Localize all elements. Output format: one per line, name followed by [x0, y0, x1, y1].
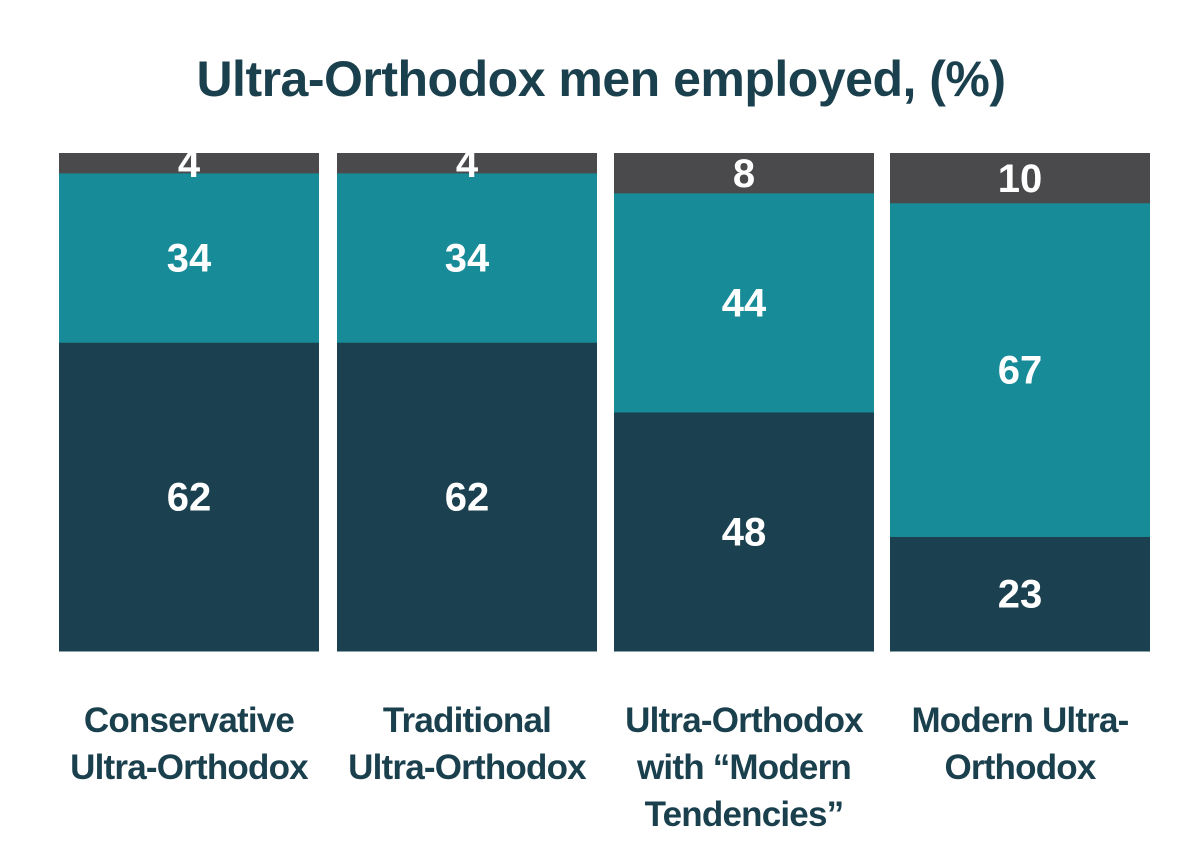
bar-lower-segment-2	[337, 342, 597, 652]
category-label-1: Conservative Ultra-Orthodox	[39, 697, 339, 791]
data-label-lower-segment-3: 48	[722, 510, 767, 554]
data-label-middle-segment-2: 34	[445, 237, 490, 281]
data-label-top-segment-3: 8	[733, 152, 755, 196]
data-label-top-segment-1: 4	[178, 142, 201, 186]
data-label-middle-segment-1: 34	[167, 237, 212, 281]
category-label-line: Traditional	[382, 701, 552, 740]
category-label-line: Modern Ultra-	[911, 701, 1129, 740]
bar-middle-segment-1	[59, 172, 319, 343]
category-label-line: Ultra-Orthodox	[348, 748, 586, 787]
category-label-line: with “Modern	[637, 748, 852, 787]
category-label-line: Conservative	[83, 701, 295, 740]
data-label-top-segment-4: 10	[998, 157, 1043, 201]
data-label-middle-segment-4: 67	[998, 349, 1043, 393]
data-label-middle-segment-3: 44	[722, 281, 767, 325]
bar-lower-segment-3	[614, 411, 874, 652]
category-label-3: Ultra-Orthodox with “Modern Tendencies”	[594, 697, 894, 838]
bar-middle-segment-4	[890, 202, 1150, 537]
category-label-line: Tendencies”	[644, 795, 844, 834]
category-label-line: Ultra-Orthodox	[625, 701, 863, 740]
category-label-2: Traditional Ultra-Orthodox	[317, 697, 617, 791]
bar-lower-segment-4	[890, 536, 1150, 652]
bar-top-segment-2	[337, 153, 597, 174]
category-label-line: Orthodox	[944, 748, 1096, 787]
data-label-lower-segment-2: 62	[445, 476, 490, 520]
bar-top-segment-3	[614, 153, 874, 194]
bar-middle-segment-2	[337, 172, 597, 343]
data-label-lower-segment-1: 62	[167, 476, 212, 520]
bar-top-segment-4	[890, 153, 1150, 204]
category-label-4: Modern Ultra- Orthodox	[870, 697, 1170, 791]
data-label-top-segment-2: 4	[456, 142, 479, 186]
bar-middle-segment-3	[614, 192, 874, 413]
category-label-line: Ultra-Orthodox	[70, 748, 308, 787]
chart-title: Ultra-Orthodox men employed, (%)	[196, 51, 1006, 107]
bar-top-segment-1	[59, 153, 319, 174]
bar-lower-segment-1	[59, 342, 319, 652]
data-label-lower-segment-4: 23	[998, 573, 1043, 617]
